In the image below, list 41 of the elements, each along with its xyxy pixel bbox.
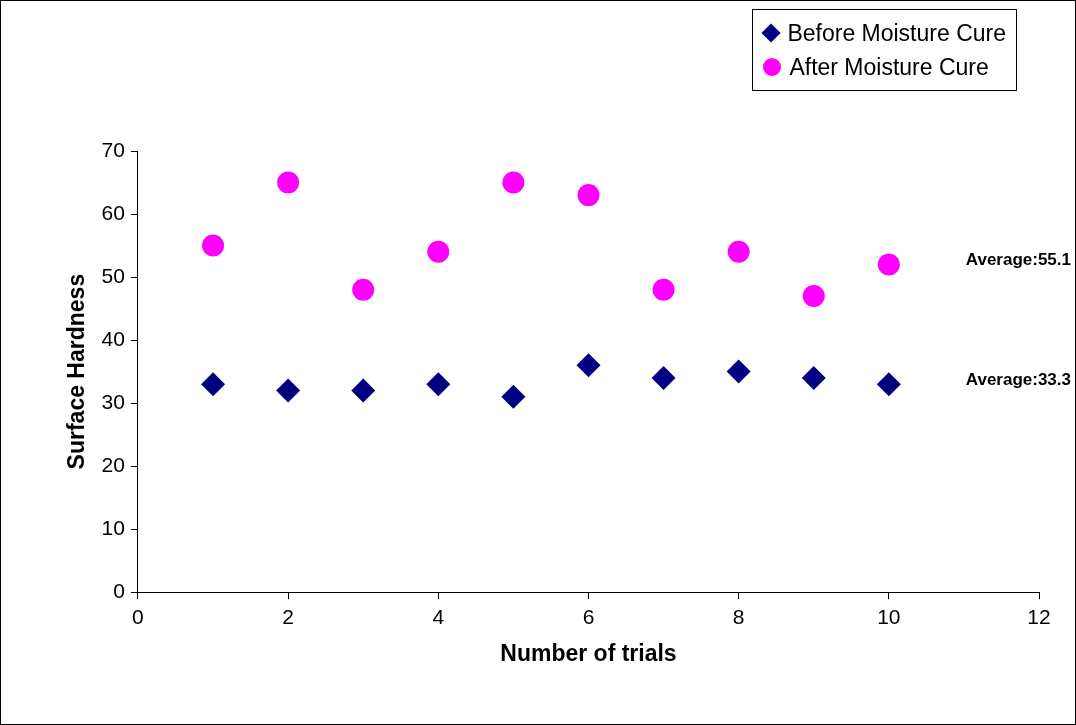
y-tick-label: 60 — [101, 200, 125, 224]
y-tick-label: 20 — [101, 452, 125, 476]
point — [727, 240, 750, 263]
point — [202, 234, 225, 257]
x-tick-label: 8 — [732, 604, 745, 628]
point — [426, 372, 451, 397]
point — [802, 284, 825, 307]
point — [577, 184, 600, 207]
y-tick-label: 50 — [101, 263, 125, 287]
point — [501, 384, 526, 409]
x-tick-label: 2 — [282, 604, 294, 628]
x-tick-label: 10 — [877, 604, 901, 628]
x-axis-title: Number of trials — [500, 639, 677, 666]
legend-label: After Moisture Cure — [789, 53, 989, 81]
point — [877, 253, 900, 276]
y-tick-label: 30 — [101, 389, 125, 413]
y-tick-label: 10 — [101, 515, 125, 539]
legend-label: Before Moisture Cure — [787, 19, 1006, 47]
point — [651, 365, 676, 390]
point — [576, 353, 601, 378]
x-tick-label: 4 — [432, 604, 445, 628]
point — [352, 278, 375, 301]
point — [277, 171, 300, 194]
point — [652, 278, 675, 301]
point — [427, 240, 450, 263]
annotation: Average:55.1 — [965, 250, 1072, 270]
y-axis-title: Surface Hardness — [63, 273, 90, 470]
x-tick-label: 6 — [582, 604, 595, 628]
point — [876, 372, 901, 397]
point — [201, 372, 226, 397]
point — [726, 359, 751, 384]
y-tick-label: 40 — [101, 326, 125, 350]
point — [351, 378, 376, 403]
x-tick-label: 0 — [132, 604, 144, 628]
point — [276, 378, 301, 403]
y-tick-label: 0 — [113, 579, 125, 602]
point — [801, 365, 826, 390]
y-tick-label: 70 — [101, 137, 125, 161]
point — [502, 171, 525, 194]
x-tick-label: 12 — [1027, 604, 1051, 628]
annotation: Average:33.3 — [965, 369, 1072, 389]
